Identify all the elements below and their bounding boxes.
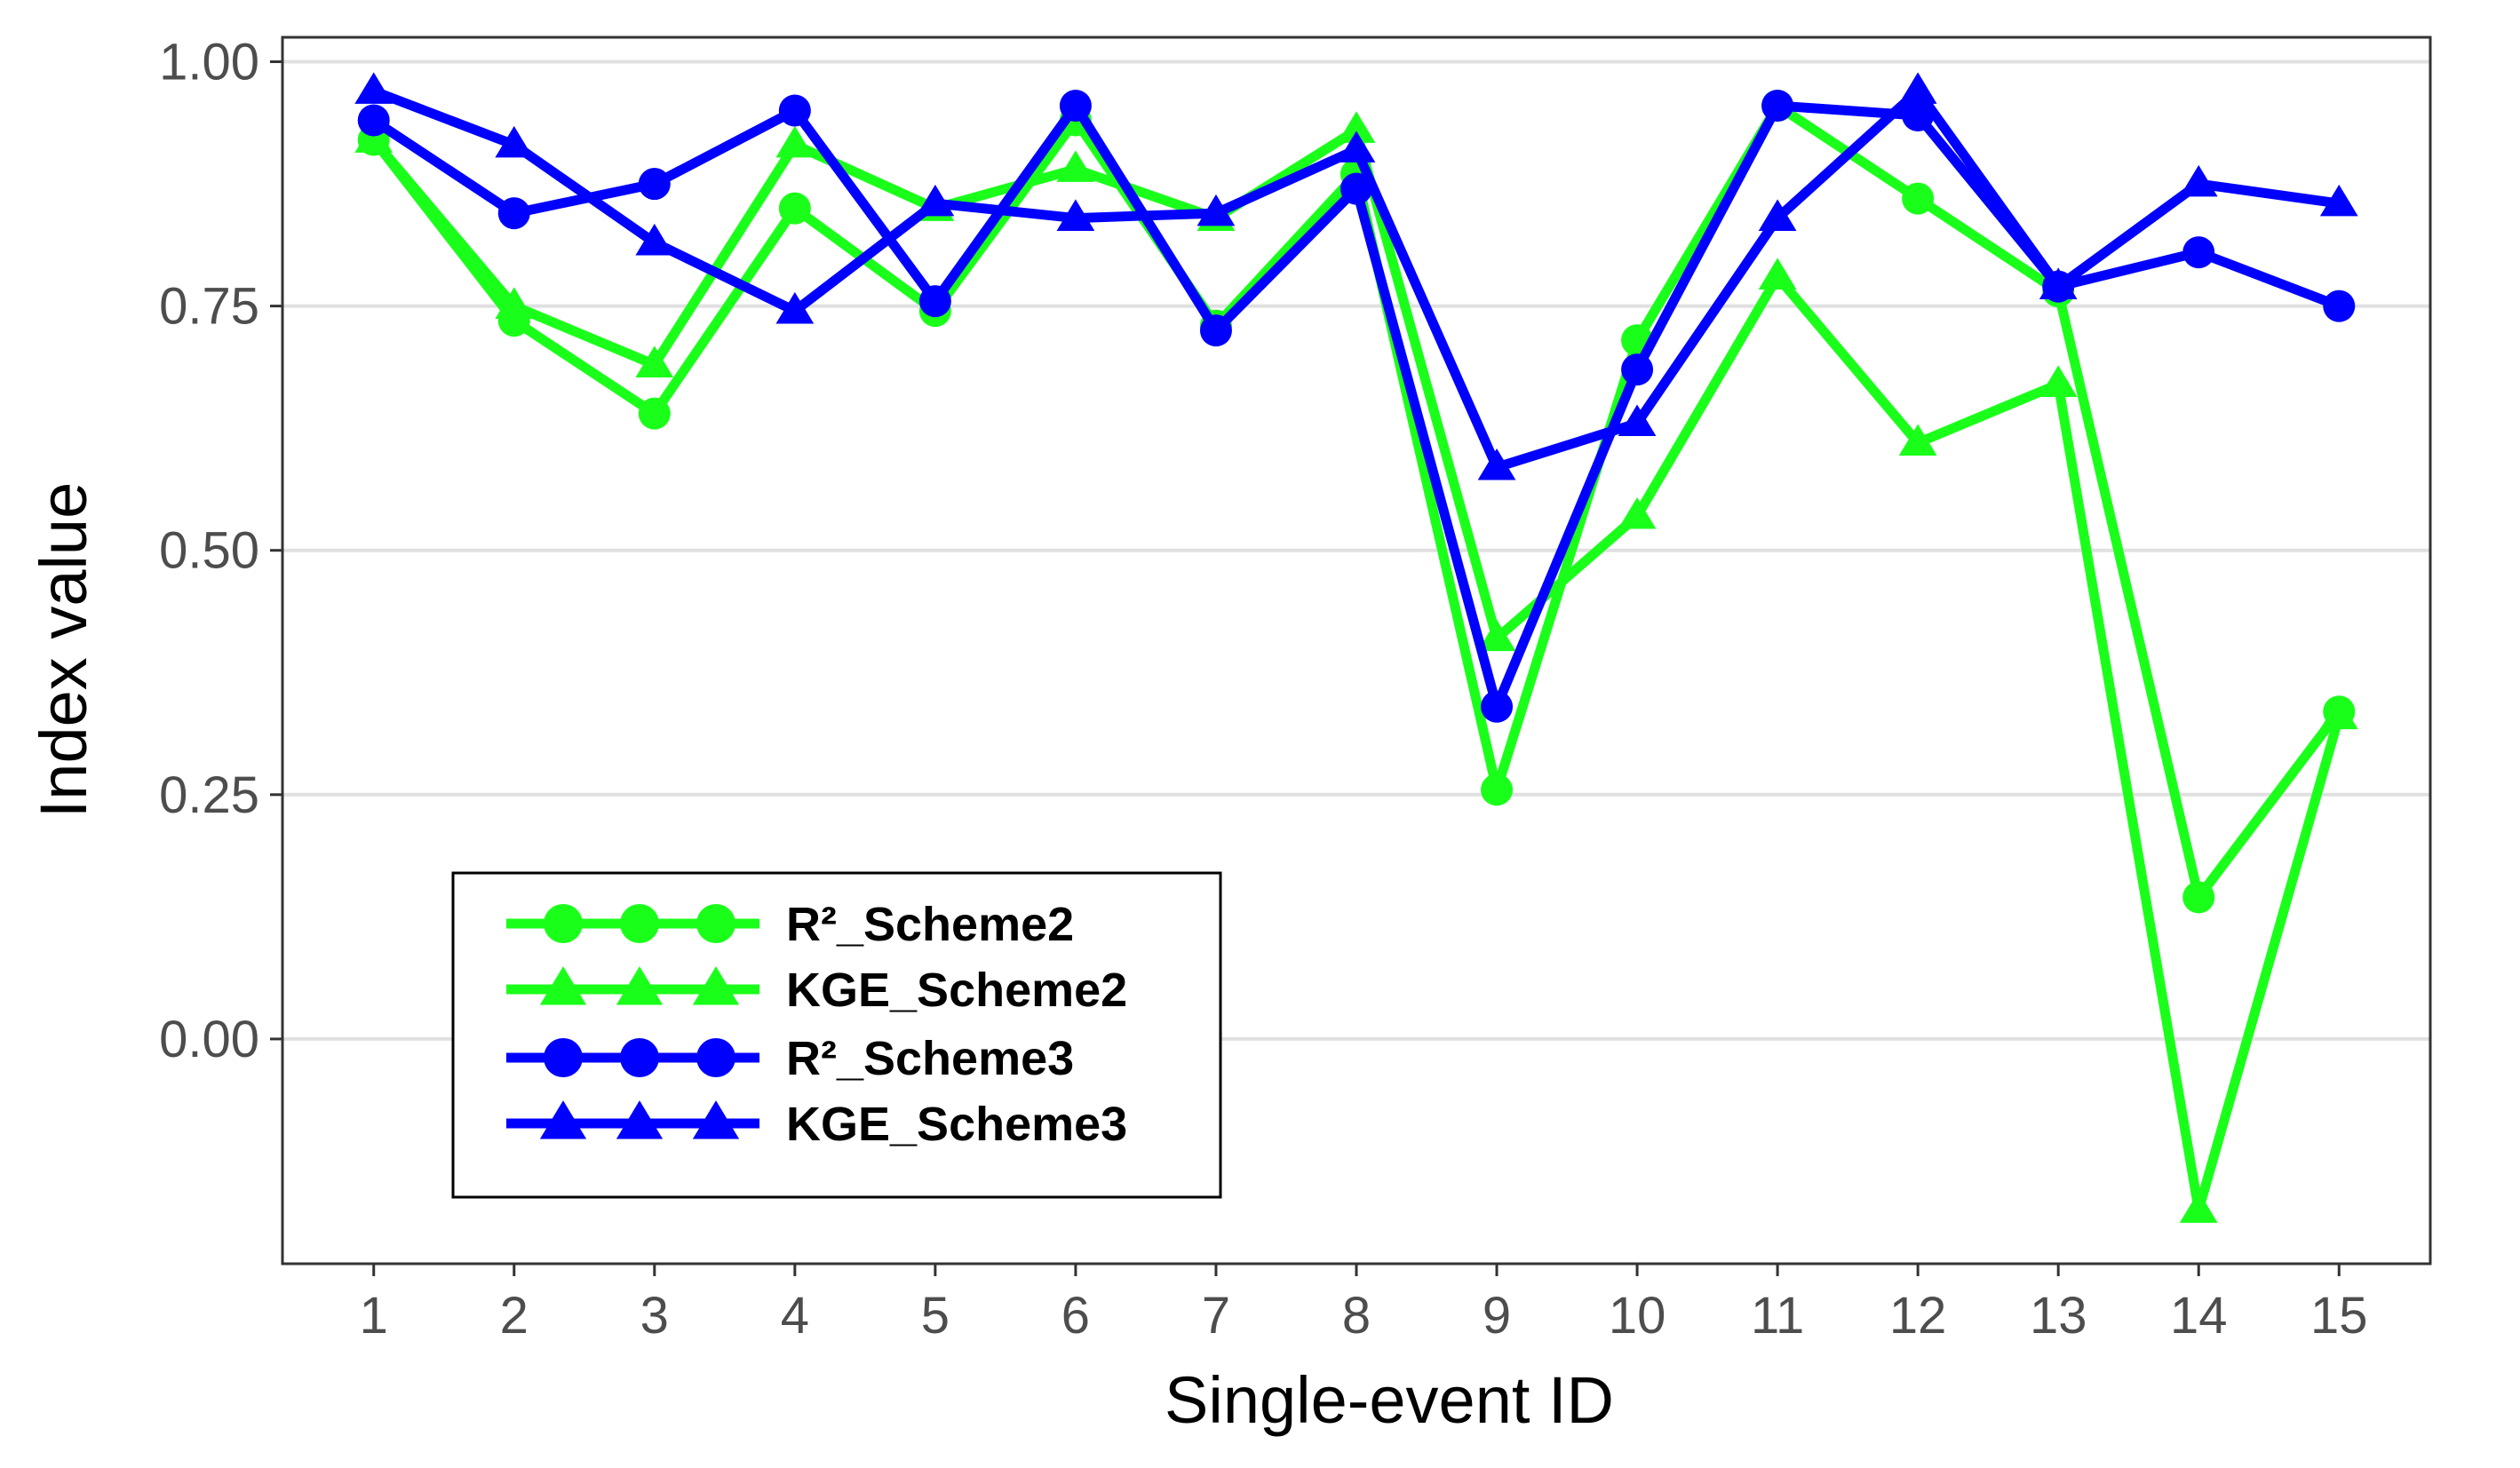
x-axis-title: Single-event ID <box>1165 1363 1614 1437</box>
x-tick-label: 8 <box>1342 1287 1371 1345</box>
x-tick-label: 11 <box>1751 1287 1804 1345</box>
legend-circle-marker <box>620 1038 659 1077</box>
legend: R²_Scheme2 KGE_Scheme2 R²_Scheme3 KGE_Schem… <box>451 871 1222 1199</box>
triangle-point <box>2179 164 2218 197</box>
circle-point <box>918 285 951 318</box>
triangle-point <box>2039 365 2078 398</box>
y-tick-label: 0.25 <box>159 766 259 824</box>
legend-circle-marker <box>620 904 659 943</box>
triangle-point <box>495 125 534 158</box>
circle-point <box>2182 236 2215 269</box>
x-tick-label: 15 <box>2310 1287 2368 1345</box>
y-tick-label: 1.00 <box>159 34 259 91</box>
legend-triangle-marker <box>616 1100 664 1139</box>
triangle-point <box>1758 258 1797 290</box>
triangle-point <box>775 125 815 158</box>
legend-triangle-marker <box>539 1100 587 1139</box>
triangle-point <box>1337 111 1376 143</box>
x-tick-label: 14 <box>2170 1287 2228 1345</box>
triangle-point <box>1337 131 1376 163</box>
plot-panel-border <box>281 36 2432 1266</box>
triangle-point <box>1056 199 1095 231</box>
triangle-point <box>2319 184 2358 217</box>
triangle-point <box>2179 1191 2218 1223</box>
circle-point <box>778 192 811 225</box>
legend-entry: R²_Scheme3 <box>506 1032 1074 1085</box>
triangle-point <box>635 223 674 256</box>
circle-point <box>497 197 530 230</box>
triangle-point <box>635 345 674 377</box>
triangle-point <box>2039 267 2078 299</box>
triangle-point <box>1898 424 1937 456</box>
series-4 <box>354 72 2358 480</box>
circle-point <box>1199 314 1232 347</box>
legend-entry: KGE_Scheme3 <box>506 1098 1127 1151</box>
circle-point <box>1340 172 1372 205</box>
x-tick-label: 6 <box>1061 1287 1090 1345</box>
legend-entry: KGE_Scheme2 <box>506 964 1127 1017</box>
circle-point <box>2182 881 2215 914</box>
y-tick-label: 0.00 <box>159 1011 259 1068</box>
x-tick-label: 4 <box>781 1287 809 1345</box>
triangle-point <box>1477 619 1516 652</box>
triangle-point <box>1196 194 1236 226</box>
legend-label: KGE_Scheme3 <box>786 1098 1127 1151</box>
triangle-point <box>1758 199 1797 231</box>
legend-triangle-marker <box>539 966 587 1005</box>
x-tick-label: 1 <box>360 1287 388 1345</box>
circle-point <box>1481 690 1514 723</box>
y-axis-title: Index value <box>27 482 100 819</box>
triangle-point <box>1898 72 1937 104</box>
triangle-point <box>775 291 815 324</box>
triangle-point <box>916 184 955 217</box>
legend-triangle-marker <box>616 966 664 1005</box>
triangle-point <box>1618 496 1657 529</box>
circle-point <box>638 397 671 430</box>
y-tick-label: 0.75 <box>159 278 259 336</box>
x-tick-label: 10 <box>1609 1287 1666 1345</box>
x-tick-label: 9 <box>1483 1287 1511 1345</box>
x-tick-label: 5 <box>921 1287 950 1345</box>
legend-label: KGE_Scheme2 <box>786 964 1127 1017</box>
legend-entry: R²_Scheme2 <box>506 898 1074 951</box>
x-tick-label: 13 <box>2030 1287 2087 1345</box>
x-tick-label: 7 <box>1202 1287 1230 1345</box>
circle-point <box>1621 353 1654 386</box>
legend-circle-marker <box>696 1038 735 1077</box>
legend-triangle-marker <box>692 966 740 1005</box>
triangle-point <box>1618 404 1657 437</box>
legend-label: R²_Scheme2 <box>786 898 1074 951</box>
circle-point <box>1761 90 1794 123</box>
legend-circle-marker <box>544 904 583 943</box>
circle-point <box>778 94 811 127</box>
triangle-point <box>1056 150 1095 182</box>
x-tick-label: 2 <box>500 1287 529 1345</box>
legend-circle-marker <box>544 1038 583 1077</box>
circle-point <box>1059 90 1092 123</box>
x-tick-label: 12 <box>1889 1287 1947 1345</box>
circle-point <box>1481 774 1514 806</box>
triangle-point <box>495 287 534 319</box>
legend-triangle-marker <box>692 1100 740 1139</box>
series-layer <box>354 72 2358 1223</box>
y-tick-label: 0.50 <box>159 522 259 580</box>
x-tick-label: 3 <box>640 1287 669 1345</box>
axes: 0.000.250.500.751.001 2 3 4 5 6 7 8 9 10 11 12 13 14 1… <box>159 34 2367 1345</box>
circle-point <box>638 168 671 201</box>
triangle-point <box>354 72 394 104</box>
circle-point <box>1902 182 1935 215</box>
legend-circle-marker <box>696 904 735 943</box>
triangle-point <box>354 121 394 153</box>
legend-label: R²_Scheme3 <box>786 1032 1074 1085</box>
triangle-point <box>2319 697 2358 730</box>
triangle-point <box>1477 448 1516 480</box>
circle-point <box>2323 290 2356 322</box>
circle-point <box>357 104 390 137</box>
